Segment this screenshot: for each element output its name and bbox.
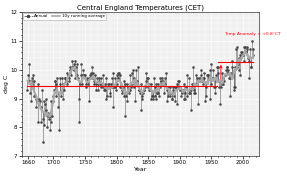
Text: Temp Anomaly = +0.8°CT: Temp Anomaly = +0.8°CT [224, 32, 281, 36]
Y-axis label: deg C: deg C [4, 75, 9, 93]
Legend: Annual, 10y running average: Annual, 10y running average [23, 13, 106, 20]
X-axis label: Year: Year [133, 167, 147, 172]
Title: Central England Temperatures (CET): Central England Temperatures (CET) [77, 4, 204, 11]
